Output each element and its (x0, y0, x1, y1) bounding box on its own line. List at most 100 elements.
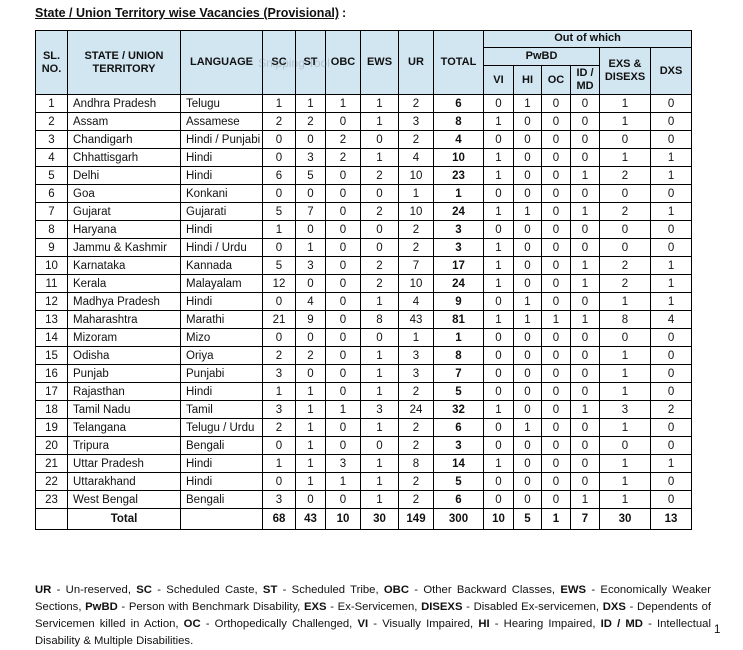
cell-dxs: 1 (649, 292, 693, 312)
cell-obc: 1 (325, 400, 361, 420)
cell-vi: 1 (483, 166, 514, 186)
cell-vi: 1 (483, 400, 514, 420)
cell-state: West Bengal (67, 490, 181, 510)
cell-sl-no: 9 (35, 238, 68, 258)
cell-ur: 10 (398, 274, 434, 294)
table-row: 9 Jammu & Kashmir Hindi / Urdu 0 1 0 0 2… (35, 238, 693, 258)
cell-sl-no: 18 (35, 400, 68, 420)
table-body: 1 Andhra Pradesh Telugu 1 1 1 1 2 6 0 1 … (35, 94, 693, 510)
cell-oc: 0 (541, 364, 571, 384)
cell-id-md: 1 (570, 400, 600, 420)
table-header: SL. NO. STATE / UNION TERRITORY LANGUAGE… (35, 29, 693, 96)
cell-hi: 0 (513, 184, 542, 204)
cell-sl-no: 3 (35, 130, 68, 150)
cell-exs-disexs: 2 (599, 202, 651, 222)
cell-language: Oriya (180, 346, 263, 366)
cell-ur: 2 (398, 472, 434, 492)
cell-sc: 1 (262, 454, 296, 474)
page-title-colon: : (342, 6, 347, 20)
cell-total: 4 (433, 130, 484, 150)
cell-obc: 0 (325, 256, 361, 276)
cell-sc: 0 (262, 148, 296, 168)
col-header-exs-disexs: EXS & DISEXS (599, 46, 651, 96)
cell-sc: 3 (262, 364, 296, 384)
cell-exs-disexs: 1 (599, 292, 651, 312)
cell-vi: 0 (483, 220, 514, 240)
cell-state: Uttarakhand (67, 472, 181, 492)
cell-ews: 0 (360, 184, 399, 204)
cell-ews: 0 (360, 436, 399, 456)
cell-language: Tamil (180, 400, 263, 420)
cell-dxs: 0 (649, 220, 693, 240)
cell-ur: 43 (398, 310, 434, 330)
table-row: 15 Odisha Oriya 2 2 0 1 3 8 0 0 0 0 1 0 (35, 346, 693, 366)
cell-vi: 0 (483, 94, 514, 114)
cell-dxs: 0 (649, 364, 693, 384)
cell-state: Telangana (67, 418, 181, 438)
cell-oc: 0 (541, 220, 571, 240)
table-row: 8 Haryana Hindi 1 0 0 0 2 3 0 0 0 0 0 0 (35, 220, 693, 240)
cell-language: Telugu / Urdu (180, 418, 263, 438)
col-header-total: TOTAL (433, 29, 484, 96)
cell-ur: 2 (398, 436, 434, 456)
cell-sc: 3 (262, 400, 296, 420)
cell-sc: 2 (262, 418, 296, 438)
legend-abbr: OC (183, 618, 201, 631)
cell-vi: 0 (483, 292, 514, 312)
cell-sl-no: 13 (35, 310, 68, 330)
cell-total: 17 (433, 256, 484, 276)
cell-exs-disexs: 1 (599, 94, 651, 114)
cell-id-md: 1 (570, 166, 600, 186)
cell-oc: 0 (541, 382, 571, 402)
cell-oc: 0 (541, 256, 571, 276)
cell-ur: 7 (398, 256, 434, 276)
cell-exs-disexs: 0 (599, 130, 651, 150)
legend-abbr: UR (35, 584, 52, 597)
cell-sc: 3 (262, 490, 296, 510)
legend-abbr: DISEXS (421, 601, 463, 614)
table-row: 3 Chandigarh Hindi / Punjabi 0 0 2 0 2 4… (35, 130, 693, 150)
cell-sl-no: 19 (35, 418, 68, 438)
cell-obc: 0 (325, 112, 361, 132)
cell-obc: 0 (325, 436, 361, 456)
cell-oc: 0 (541, 436, 571, 456)
vacancies-table: SL. NO. STATE / UNION TERRITORY LANGUAGE… (35, 29, 693, 531)
cell-sc: 1 (262, 382, 296, 402)
cell-obc: 2 (325, 130, 361, 150)
cell-obc: 0 (325, 364, 361, 384)
cell-total: 6 (433, 94, 484, 114)
cell-obc: 2 (325, 148, 361, 168)
cell-ur: 10 (398, 202, 434, 222)
cell-id-md: 1 (570, 256, 600, 276)
cell-id-md: 1 (570, 490, 600, 510)
total-obc: 10 (325, 508, 361, 531)
total-language-cell (180, 508, 263, 531)
cell-total: 8 (433, 112, 484, 132)
cell-sc: 0 (262, 292, 296, 312)
page-title: State / Union Territory wise Vacancies (… (35, 6, 346, 20)
cell-hi: 0 (513, 382, 542, 402)
cell-ews: 2 (360, 274, 399, 294)
cell-sc: 0 (262, 472, 296, 492)
cell-sc: 12 (262, 274, 296, 294)
cell-dxs: 0 (649, 472, 693, 492)
cell-hi: 0 (513, 490, 542, 510)
cell-ur: 1 (398, 184, 434, 204)
cell-language: Hindi (180, 472, 263, 492)
cell-ews: 8 (360, 310, 399, 330)
cell-ews: 0 (360, 220, 399, 240)
legend-text: UR - Un-reserved, SC - Scheduled Caste, … (35, 584, 711, 648)
table-row: 23 West Bengal Bengali 3 0 0 1 2 6 0 0 0… (35, 490, 693, 510)
cell-sc: 0 (262, 184, 296, 204)
cell-exs-disexs: 0 (599, 436, 651, 456)
cell-vi: 1 (483, 202, 514, 222)
cell-total: 3 (433, 238, 484, 258)
total-st: 43 (295, 508, 326, 531)
cell-exs-disexs: 2 (599, 256, 651, 276)
cell-id-md: 0 (570, 112, 600, 132)
cell-st: 3 (295, 148, 326, 168)
cell-oc: 1 (541, 310, 571, 330)
col-header-pwbd: PwBD (483, 47, 600, 66)
cell-id-md: 1 (570, 274, 600, 294)
cell-st: 0 (295, 184, 326, 204)
